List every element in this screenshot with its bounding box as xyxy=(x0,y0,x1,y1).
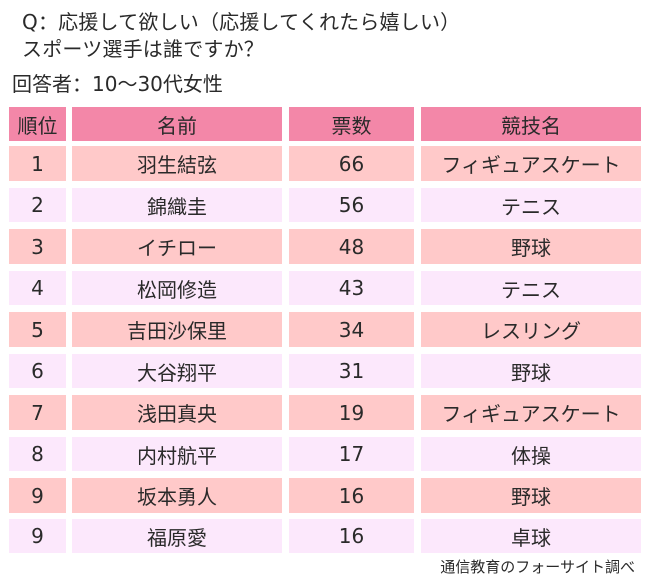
sport-cell: 野球 xyxy=(421,354,641,388)
name-cell: 福原愛 xyxy=(72,519,282,553)
votes-cell: 16 xyxy=(289,519,414,553)
name-cell: 内村航平 xyxy=(72,437,282,471)
sport-cell: テニス xyxy=(421,271,641,305)
table-row: 9 福原愛 16 卓球 xyxy=(9,519,642,553)
rank-cell: 6 xyxy=(9,354,66,388)
votes-cell: 66 xyxy=(289,146,414,181)
table-row: 5 吉田沙保里 34 レスリング xyxy=(9,312,642,347)
votes-cell: 56 xyxy=(289,188,414,222)
table-row: 1 羽生結弦 66 フィギュアスケート xyxy=(9,146,642,181)
header-sport: 競技名 xyxy=(421,107,641,141)
sport-cell: テニス xyxy=(421,188,641,222)
source-credit: 通信教育のフォーサイト調べ xyxy=(440,558,635,576)
table-row: 7 浅田真央 19 フィギュアスケート xyxy=(9,395,642,430)
table-row: 3 イチロー 48 野球 xyxy=(9,229,642,264)
votes-cell: 19 xyxy=(289,395,414,430)
votes-cell: 17 xyxy=(289,437,414,471)
table-row: 4 松岡修造 43 テニス xyxy=(9,271,642,305)
table-row: 6 大谷翔平 31 野球 xyxy=(9,354,642,388)
name-cell: 羽生結弦 xyxy=(72,146,282,181)
name-cell: 大谷翔平 xyxy=(72,354,282,388)
table-row: 8 内村航平 17 体操 xyxy=(9,437,642,471)
rank-cell: 4 xyxy=(9,271,66,305)
name-cell: 坂本勇人 xyxy=(72,478,282,513)
question-title-line1: Q：応援して欲しい（応援してくれたら嬉しい） xyxy=(22,10,461,34)
name-cell: 錦織圭 xyxy=(72,188,282,222)
question-title: Q：応援して欲しい（応援してくれたら嬉しい） スポーツ選手は誰ですか？ xyxy=(22,9,460,63)
votes-cell: 43 xyxy=(289,271,414,305)
rank-cell: 3 xyxy=(9,229,66,264)
question-title-line2: スポーツ選手は誰ですか？ xyxy=(22,37,264,61)
votes-cell: 31 xyxy=(289,354,414,388)
header-name: 名前 xyxy=(72,107,282,141)
votes-cell: 16 xyxy=(289,478,414,513)
table-row: 2 錦織圭 56 テニス xyxy=(9,188,642,222)
name-cell: 松岡修造 xyxy=(72,271,282,305)
name-cell: イチロー xyxy=(72,229,282,264)
rank-cell: 9 xyxy=(9,519,66,553)
name-cell: 吉田沙保里 xyxy=(72,312,282,347)
sport-cell: 卓球 xyxy=(421,519,641,553)
header-rank: 順位 xyxy=(9,107,66,141)
sport-cell: フィギュアスケート xyxy=(421,395,641,430)
votes-cell: 34 xyxy=(289,312,414,347)
sport-cell: 野球 xyxy=(421,229,641,264)
table-row: 9 坂本勇人 16 野球 xyxy=(9,478,642,513)
sport-cell: フィギュアスケート xyxy=(421,146,641,181)
name-cell: 浅田真央 xyxy=(72,395,282,430)
rank-cell: 8 xyxy=(9,437,66,471)
sport-cell: 野球 xyxy=(421,478,641,513)
rank-cell: 5 xyxy=(9,312,66,347)
table-header-row: 順位 名前 票数 競技名 xyxy=(9,107,642,141)
sport-cell: 体操 xyxy=(421,437,641,471)
rank-cell: 1 xyxy=(9,146,66,181)
respondent-label: 回答者：10〜30代女性 xyxy=(12,72,223,96)
rank-cell: 7 xyxy=(9,395,66,430)
votes-cell: 48 xyxy=(289,229,414,264)
header-votes: 票数 xyxy=(289,107,414,141)
sport-cell: レスリング xyxy=(421,312,641,347)
rank-cell: 9 xyxy=(9,478,66,513)
rank-cell: 2 xyxy=(9,188,66,222)
